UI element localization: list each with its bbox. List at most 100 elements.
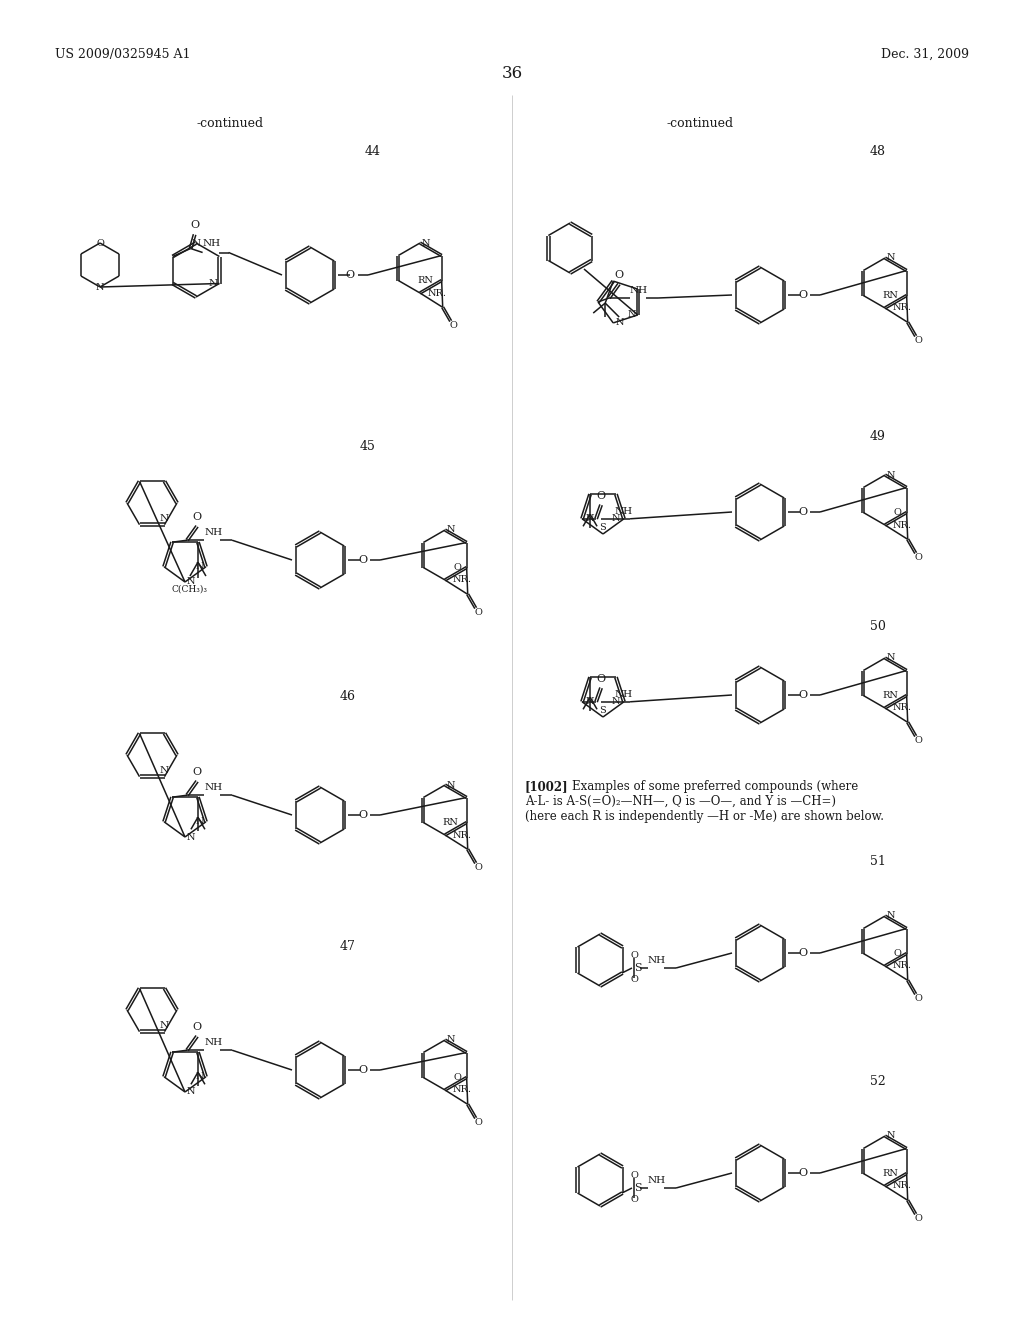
Text: O: O	[597, 673, 605, 684]
Text: O: O	[454, 1073, 462, 1082]
Text: NH: NH	[648, 956, 667, 965]
Text: NR.: NR.	[893, 520, 912, 529]
Text: NR.: NR.	[428, 289, 447, 297]
Text: S: S	[600, 523, 606, 532]
Text: 50: 50	[870, 620, 886, 634]
Text: (here each R is independently —H or -Me) are shown below.: (here each R is independently —H or -Me)…	[525, 810, 884, 822]
Text: S: S	[634, 1183, 642, 1193]
Text: O: O	[345, 271, 354, 280]
Text: O: O	[799, 507, 808, 517]
Text: N: N	[887, 653, 896, 663]
Text: N: N	[447, 1035, 456, 1044]
Text: NH: NH	[648, 1176, 667, 1185]
Text: N: N	[160, 513, 169, 523]
Text: N: N	[160, 766, 169, 775]
Text: O: O	[914, 994, 923, 1003]
Text: O: O	[630, 1172, 638, 1180]
Text: 49: 49	[870, 430, 886, 444]
Text: 51: 51	[870, 855, 886, 869]
Text: NH: NH	[614, 507, 632, 516]
Text: N: N	[187, 833, 196, 842]
Text: 46: 46	[340, 690, 356, 704]
Text: N: N	[586, 697, 595, 706]
Text: O: O	[894, 508, 902, 517]
Text: RN: RN	[883, 690, 899, 700]
Text: N: N	[611, 515, 620, 523]
Text: N: N	[615, 318, 624, 327]
Text: NH: NH	[614, 690, 632, 698]
Text: O: O	[358, 1065, 368, 1074]
Text: US 2009/0325945 A1: US 2009/0325945 A1	[55, 48, 190, 61]
Text: O: O	[914, 737, 923, 744]
Text: -continued: -continued	[667, 117, 733, 129]
Text: N: N	[96, 282, 104, 292]
Text: 52: 52	[870, 1074, 886, 1088]
Text: O: O	[358, 554, 368, 565]
Text: O: O	[96, 239, 104, 248]
Text: [1002]: [1002]	[525, 780, 568, 793]
Text: RN: RN	[883, 1170, 899, 1177]
Text: S: S	[634, 964, 642, 973]
Text: O: O	[630, 1196, 638, 1204]
Text: NR.: NR.	[893, 961, 912, 970]
Text: NH: NH	[630, 286, 648, 294]
Text: NH: NH	[204, 783, 222, 792]
Text: N: N	[628, 310, 636, 319]
Text: O: O	[799, 690, 808, 700]
Text: NR.: NR.	[453, 830, 472, 840]
Text: O: O	[193, 767, 202, 777]
Text: RN: RN	[442, 818, 459, 828]
Text: O: O	[474, 1118, 482, 1127]
Text: N: N	[208, 279, 217, 288]
Text: NH: NH	[204, 1039, 222, 1047]
Text: S: S	[600, 706, 606, 715]
Text: RN: RN	[418, 276, 433, 285]
Text: A-L- is A-S(=O)₂—NH—, Q is —O—, and Y is —CH=): A-L- is A-S(=O)₂—NH—, Q is —O—, and Y is…	[525, 795, 836, 808]
Text: O: O	[914, 1214, 923, 1224]
Text: O: O	[799, 948, 808, 958]
Text: NR.: NR.	[893, 1181, 912, 1191]
Text: O: O	[193, 512, 202, 523]
Text: 36: 36	[502, 65, 522, 82]
Text: Examples of some preferred compounds (where: Examples of some preferred compounds (wh…	[572, 780, 858, 793]
Text: NR.: NR.	[893, 304, 912, 313]
Text: 44: 44	[365, 145, 381, 158]
Text: N: N	[447, 525, 456, 535]
Text: NH: NH	[203, 239, 221, 248]
Text: N: N	[196, 562, 204, 572]
Text: NR.: NR.	[893, 704, 912, 713]
Text: O: O	[450, 321, 457, 330]
Text: 47: 47	[340, 940, 356, 953]
Text: N: N	[887, 470, 896, 479]
Text: 45: 45	[360, 440, 376, 453]
Text: N: N	[187, 578, 196, 586]
Text: N: N	[196, 817, 204, 826]
Text: Dec. 31, 2009: Dec. 31, 2009	[881, 48, 969, 61]
Text: RN: RN	[883, 290, 899, 300]
Text: O: O	[914, 337, 923, 345]
Text: NR.: NR.	[453, 576, 472, 585]
Text: O: O	[630, 975, 638, 985]
Text: O: O	[474, 863, 482, 873]
Text: NR.: NR.	[453, 1085, 472, 1094]
Text: N: N	[887, 912, 896, 920]
Text: C(CH₃)₃: C(CH₃)₃	[172, 585, 208, 593]
Text: N: N	[447, 780, 456, 789]
Text: N: N	[887, 1131, 896, 1140]
Text: O: O	[193, 1022, 202, 1032]
Text: O: O	[914, 553, 923, 562]
Text: N: N	[422, 239, 430, 248]
Text: O: O	[614, 271, 624, 280]
Text: O: O	[799, 290, 808, 300]
Text: N: N	[191, 239, 201, 248]
Text: O: O	[190, 220, 200, 231]
Text: N: N	[887, 253, 896, 263]
Text: O: O	[597, 491, 605, 500]
Text: O: O	[358, 810, 368, 820]
Text: N: N	[586, 515, 595, 523]
Text: 48: 48	[870, 145, 886, 158]
Text: N: N	[611, 697, 620, 706]
Text: O: O	[894, 949, 902, 958]
Text: O: O	[799, 1168, 808, 1177]
Text: O: O	[630, 952, 638, 961]
